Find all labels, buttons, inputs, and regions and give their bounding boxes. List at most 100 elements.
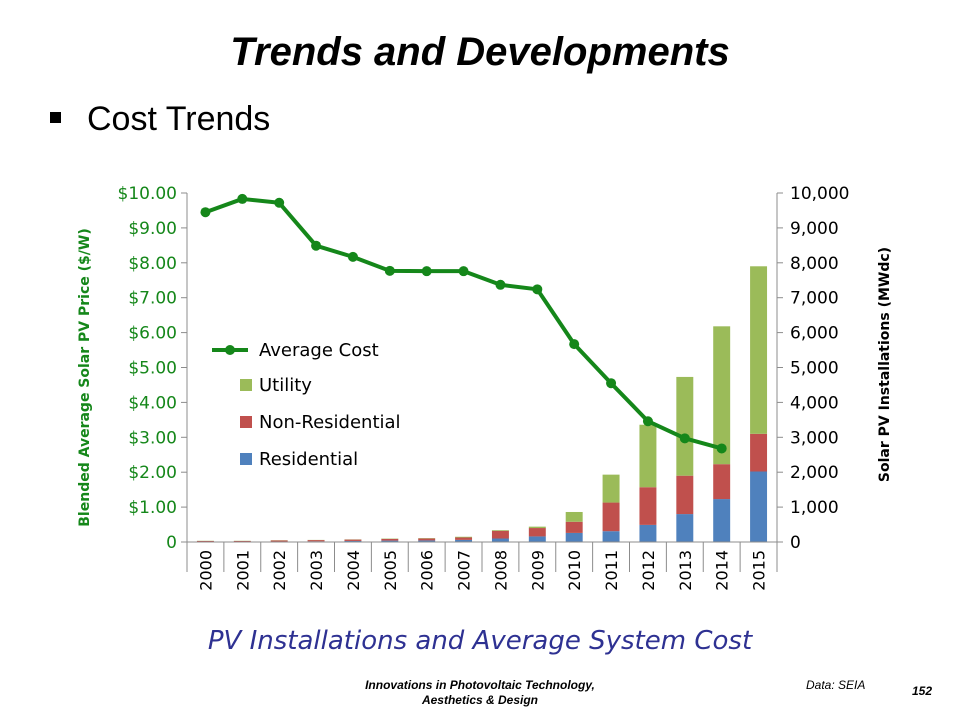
bar-residential: [528, 536, 546, 542]
chart-caption: PV Installations and Average System Cost: [207, 626, 753, 656]
bar-utility: [491, 530, 509, 531]
y-right-axis-label: Solar PV Installations (MWdc): [877, 247, 893, 482]
bar-residential: [676, 514, 694, 542]
y-right-tick-label: 4,000: [790, 393, 839, 413]
bar-non-residential: [307, 540, 325, 542]
average-cost-point: [384, 265, 395, 276]
slide-title: Trends and Developments: [230, 30, 730, 74]
y-right-tick-label: 7,000: [790, 289, 839, 309]
average-cost-point: [421, 266, 432, 277]
legend-non-residential-label: Non-Residential: [259, 412, 401, 433]
bars-layer: [196, 266, 768, 542]
bar-non-residential: [713, 464, 731, 500]
bar-non-residential: [639, 487, 657, 525]
bar-non-residential: [565, 521, 583, 533]
x-tick-label: 2001: [233, 550, 252, 591]
bar-non-residential: [602, 502, 620, 532]
y-right-tick-label: 2,000: [790, 463, 839, 483]
y-left-axis-label: Blended Average Solar PV Price ($/W): [77, 228, 93, 526]
legend-average-cost-marker: [225, 345, 235, 355]
average-cost-line-layer: [200, 193, 727, 454]
x-tick-label: 2008: [491, 550, 510, 591]
x-tick-label: 2011: [602, 550, 621, 591]
average-cost-point: [532, 284, 543, 295]
footer-line-1: Innovations in Photovoltaic Technology,: [365, 678, 595, 692]
bar-residential: [750, 471, 768, 542]
bar-utility: [455, 536, 473, 538]
y-left-tick-label: $10.00: [118, 184, 177, 204]
x-tick-label: 2014: [713, 550, 732, 591]
bar-utility: [602, 474, 620, 503]
x-tick-label: 2015: [750, 550, 769, 591]
square-bullet-icon: [50, 111, 61, 123]
axes-layer: 0 $1.00 $2.00 $3.00 $4.00 $5.00 $6.00 $7.00 $8.0…: [118, 184, 850, 591]
x-tick-label: 2002: [270, 550, 289, 591]
x-tick-label: 2003: [307, 550, 326, 591]
y-right-tick-label: 8,000: [790, 254, 839, 274]
average-cost-point: [606, 378, 617, 389]
legend-residential-label: Residential: [259, 449, 358, 470]
average-cost-point: [311, 240, 322, 251]
y-left-tick-label: $2.00: [128, 463, 177, 483]
average-cost-point: [716, 443, 727, 454]
x-tick-label: 2006: [418, 550, 437, 591]
average-cost-point: [679, 433, 690, 444]
bar-non-residential: [676, 475, 694, 515]
average-cost-point: [347, 251, 358, 262]
bar-non-residential: [418, 538, 436, 541]
y-left-tick-label: $5.00: [128, 359, 177, 379]
average-cost-point: [569, 339, 580, 350]
average-cost-point: [642, 416, 653, 427]
legend: Average Cost Utility Non-Residential Reside…: [212, 340, 401, 470]
y-right-tick-label: 9,000: [790, 219, 839, 239]
legend-residential-swatch: [240, 453, 252, 465]
bar-residential: [602, 531, 620, 542]
footer-line-2: Aesthetics & Design: [421, 693, 539, 707]
average-cost-point: [237, 193, 248, 204]
legend-average-cost-label: Average Cost: [259, 340, 379, 361]
y-left-tick-label: $4.00: [128, 393, 177, 413]
bar-residential: [418, 540, 436, 542]
legend-utility-swatch: [240, 379, 252, 391]
bar-non-residential: [196, 540, 214, 542]
bar-utility: [528, 526, 546, 529]
x-tick-label: 2004: [344, 550, 363, 591]
bar-residential: [344, 540, 362, 542]
y-right-tick-label: 6,000: [790, 324, 839, 344]
bar-utility: [639, 424, 657, 488]
x-tick-label: 2009: [528, 550, 547, 591]
y-right-tick-label: 0: [790, 533, 801, 553]
bar-non-residential: [270, 540, 288, 542]
y-right-tick-label: 3,000: [790, 428, 839, 448]
data-source: Data: SEIA: [806, 678, 866, 692]
average-cost-point: [458, 266, 469, 277]
bar-non-residential: [455, 537, 473, 540]
y-left-tick-label: $9.00: [128, 219, 177, 239]
bar-non-residential: [233, 540, 251, 542]
bar-utility: [565, 511, 583, 522]
x-tick-label: 2007: [455, 550, 474, 591]
average-cost-point: [200, 207, 211, 218]
bar-non-residential: [491, 530, 509, 539]
x-tick-label: 2013: [676, 550, 695, 591]
x-tick-label: 2000: [196, 550, 215, 591]
y-right-tick-label: 5,000: [790, 359, 839, 379]
y-left-tick-label: $8.00: [128, 254, 177, 274]
bullet-item: Cost Trends: [50, 100, 270, 139]
bar-non-residential: [344, 539, 362, 541]
bar-non-residential: [381, 538, 399, 541]
average-cost-point: [495, 279, 506, 290]
y-right-tick-label: 1,000: [790, 498, 839, 518]
bar-residential: [491, 538, 509, 542]
bar-utility: [676, 376, 694, 476]
legend-utility-label: Utility: [259, 375, 312, 396]
bar-non-residential: [528, 528, 546, 537]
y-left-tick-label: $7.00: [128, 289, 177, 309]
bar-utility: [750, 266, 768, 434]
y-right-tick-label: 10,000: [790, 184, 849, 204]
average-cost-point: [274, 197, 285, 208]
bar-utility: [713, 326, 731, 465]
footer-course-title: Innovations in Photovoltaic Technology, …: [330, 678, 630, 708]
y-left-tick-label: $1.00: [128, 498, 177, 518]
